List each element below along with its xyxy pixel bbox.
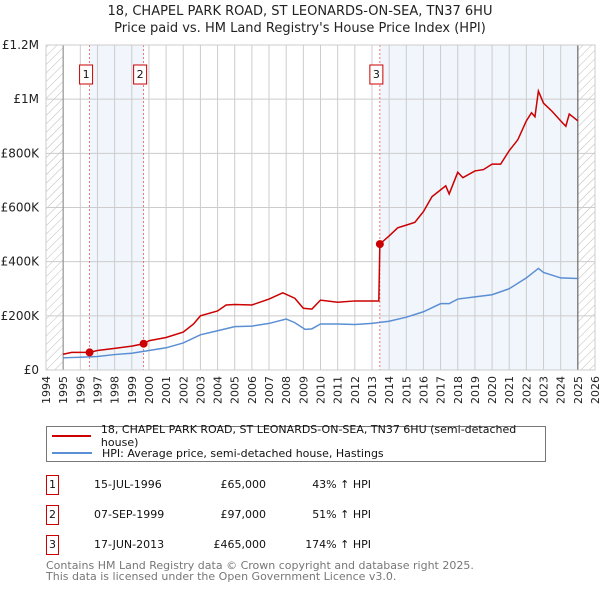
y-tick-label: £1.2M <box>2 38 39 52</box>
x-tick-label: 2013 <box>366 376 379 404</box>
x-tick-label: 2019 <box>469 376 482 404</box>
chart-title: 18, CHAPEL PARK ROAD, ST LEONARDS-ON-SEA… <box>107 4 493 19</box>
y-tick-label: £600K <box>1 201 41 215</box>
x-tick-label: 2008 <box>280 376 293 404</box>
sale-annotation-label: 1 <box>83 68 90 81</box>
x-tick-label: 2011 <box>332 376 345 404</box>
legend-label: HPI: Average price, semi-detached house,… <box>102 446 384 460</box>
sale-number: 1 <box>46 475 59 495</box>
x-tick-label: 2001 <box>160 376 173 404</box>
sale-annotation-box <box>79 64 94 85</box>
x-tick-label: 2026 <box>589 376 600 404</box>
legend-swatch-red <box>52 435 91 437</box>
price-chart: 1994 1995 1996 1997 1998 1999 2000 2001 2002 2003… <box>1 38 600 404</box>
x-tick-label: 1999 <box>126 376 139 404</box>
y-tick-label: £0 <box>24 363 39 377</box>
x-tick-label: 1998 <box>109 376 122 404</box>
x-tick-label: 1995 <box>57 376 70 404</box>
x-tick-label: 2023 <box>538 376 551 404</box>
chart-subtitle: Price paid vs. HM Land Registry's House … <box>114 21 486 36</box>
sale-annotation-box <box>369 64 384 85</box>
x-tick-label: 2015 <box>400 376 413 404</box>
sale-price: £465,000 <box>213 538 267 551</box>
sale-hpi-change: 51% ↑ HPI <box>312 508 371 521</box>
sale-point <box>139 339 148 348</box>
hpi-line <box>63 267 578 359</box>
legend-label: 18, CHAPEL PARK ROAD, ST LEONARDS-ON-SEA… <box>100 423 517 449</box>
legend-item-property: 18, CHAPEL PARK ROAD, ST LEONARDS-ON-SEA… <box>47 423 545 449</box>
legend-swatch-blue <box>52 452 92 454</box>
x-tick-label: 1994 <box>40 376 53 404</box>
sale-point <box>85 348 94 357</box>
sale-hpi-change: 174% ↑ HPI <box>305 538 371 551</box>
x-tick-label: 2014 <box>383 376 396 404</box>
sale-number: 2 <box>46 505 59 525</box>
sale-row: 3 17-JUN-2013 £465,000 174% ↑ HPI <box>46 535 546 555</box>
x-tick-label: 2021 <box>503 376 516 404</box>
x-tick-label: 2012 <box>349 376 362 404</box>
footer-line-1: Contains HM Land Registry data © Crown c… <box>46 559 474 572</box>
x-tick-label: 2016 <box>417 376 430 404</box>
sale-number: 3 <box>46 535 59 555</box>
x-tick-label: 2022 <box>520 376 533 404</box>
x-tick-label: 2017 <box>435 376 448 404</box>
x-tick-label: 2018 <box>452 376 465 404</box>
x-tick-label: 2002 <box>177 376 190 404</box>
y-tick-label: £200K <box>1 309 41 323</box>
sale-date: 15-JUL-1996 <box>94 478 162 491</box>
footer-line-2: This data is licensed under the Open Gov… <box>46 570 397 583</box>
x-tick-label: 2005 <box>229 376 242 404</box>
x-tick-label: 2004 <box>212 376 225 404</box>
x-tick-label: 2020 <box>486 376 499 404</box>
x-tick-label: 2024 <box>555 376 568 404</box>
sale-annotation-label: 3 <box>373 68 380 81</box>
x-tick-label: 1997 <box>91 376 104 404</box>
sale-row: 2 07-SEP-1999 £97,000 51% ↑ HPI <box>46 505 546 525</box>
x-tick-label: 2025 <box>572 376 585 404</box>
x-tick-label: 2009 <box>297 376 310 404</box>
x-tick-label: 1996 <box>74 376 87 404</box>
sale-row: 1 15-JUL-1996 £65,000 43% ↑ HPI <box>46 475 546 495</box>
sale-annotation-label: 2 <box>137 68 144 81</box>
x-tick-label: 2007 <box>263 376 276 404</box>
sale-hpi-change: 43% ↑ HPI <box>312 478 371 491</box>
y-tick-label: £800K <box>1 146 41 160</box>
x-tick-label: 2000 <box>143 376 156 404</box>
sale-annotation-box <box>133 64 148 85</box>
sale-point <box>375 240 384 249</box>
y-tick-label: £400K <box>1 255 41 269</box>
sale-price: £65,000 <box>220 478 267 491</box>
legend-item-hpi: HPI: Average price, semi-detached house,… <box>47 445 384 461</box>
sale-date: 17-JUN-2013 <box>94 538 165 551</box>
legend: 18, CHAPEL PARK ROAD, ST LEONARDS-ON-SEA… <box>46 423 546 462</box>
sale-price: £97,000 <box>220 508 267 521</box>
x-tick-label: 2006 <box>246 376 259 404</box>
x-tick-label: 2010 <box>315 376 328 404</box>
x-tick-label: 2003 <box>194 376 207 404</box>
sale-date: 07-SEP-1999 <box>94 508 165 521</box>
plot-border <box>45 44 596 371</box>
y-tick-label: £1M <box>13 92 39 106</box>
property-price-line <box>62 88 579 356</box>
